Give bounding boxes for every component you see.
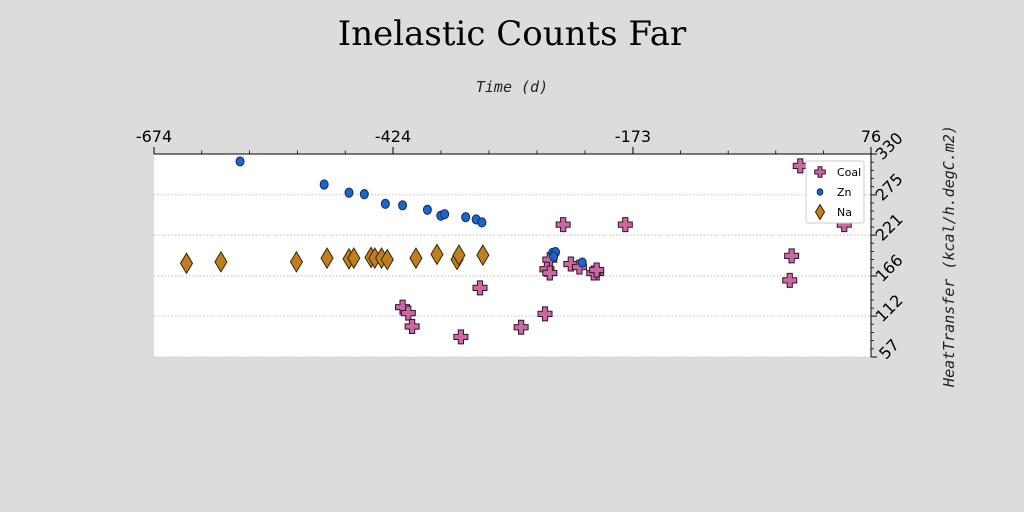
data-point-zn [461,212,471,223]
y-tick-label: 275 [872,169,907,204]
data-point-coal [782,272,798,288]
y-tick-label: 112 [872,291,907,326]
data-point-zn [398,200,408,211]
legend-label: Coal [837,166,861,179]
data-points [179,156,852,345]
data-point-coal [784,248,800,264]
data-point-zn [344,187,354,198]
data-point-coal [617,217,633,233]
data-point-zn [359,189,369,200]
legend-label: Na [837,206,852,219]
y-tick-label: 166 [872,251,907,286]
legend-label: Zn [837,186,852,199]
data-point-coal [513,319,529,335]
data-point-coal [555,217,571,233]
data-point-na [380,248,394,271]
data-point-zn [549,251,559,262]
data-point-zn [422,204,432,215]
data-point-na [430,243,444,266]
legend-marker-na [814,203,826,221]
data-point-zn [319,179,329,190]
data-point-zn [235,156,245,167]
data-point-na [409,247,423,270]
chart-title: Inelastic Counts Far [338,14,687,54]
data-point-coal [589,262,605,278]
data-point-zn [577,257,587,268]
data-point-na [320,247,334,270]
x-tick-label: -424 [375,127,411,146]
data-point-na [452,244,466,267]
data-point-coal [453,329,469,345]
data-point-na [179,252,194,275]
x-tick-label: -173 [615,127,651,146]
data-point-coal [542,265,558,281]
data-point-na [476,244,490,267]
data-point-coal [404,319,420,335]
legend-marker-coal [814,166,826,178]
y-tick-label: 57 [875,335,903,363]
x-tick-label: 76 [861,127,881,146]
data-point-na [289,250,304,273]
data-point-zn [477,217,487,228]
data-point-zn [440,209,450,220]
series-na [179,243,490,275]
data-point-na [214,250,228,273]
x-axis-label: Time (d) [476,78,548,96]
data-point-coal [472,280,488,296]
data-point-zn [380,198,390,209]
legend-marker-zn [816,188,824,196]
data-point-coal [537,306,553,322]
legend: Coal Zn Na [805,160,865,224]
data-point-coal [792,158,808,174]
data-point-coal [563,256,579,272]
plot-area [154,154,871,357]
y-tick-label: 221 [872,210,907,245]
x-tick-label: -674 [136,127,172,146]
series-zn [235,156,587,268]
y-axis-label: HeatTransfer (kcal/h.degC.m2) [940,125,958,388]
data-point-na [347,247,361,270]
